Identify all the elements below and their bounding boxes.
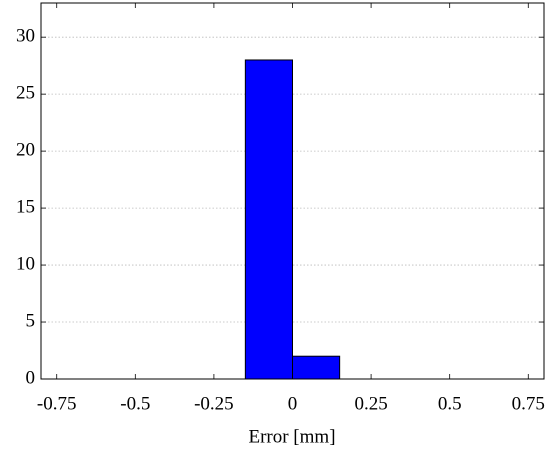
x-tick-label: 0.25 bbox=[354, 393, 387, 414]
y-tick-label: 20 bbox=[16, 139, 35, 160]
plot-frame bbox=[40, 2, 545, 380]
y-tick-label: 30 bbox=[16, 26, 35, 47]
x-axis-label: Error [mm] bbox=[248, 426, 335, 447]
x-tick-label: -0.75 bbox=[37, 393, 77, 414]
y-tick-label: 10 bbox=[16, 253, 35, 274]
y-tick-label: 25 bbox=[16, 83, 35, 104]
bar bbox=[292, 355, 341, 380]
x-tick-label: -0.25 bbox=[194, 393, 234, 414]
y-tick-label: 5 bbox=[26, 310, 36, 331]
x-tick-label: 0.5 bbox=[438, 393, 462, 414]
x-tick-label: 0 bbox=[288, 393, 298, 414]
x-tick-label: 0.75 bbox=[512, 393, 545, 414]
y-tick-label: 0 bbox=[26, 367, 36, 388]
x-tick-label: -0.5 bbox=[120, 393, 150, 414]
bar bbox=[244, 59, 293, 380]
y-tick-label: 15 bbox=[16, 196, 35, 217]
